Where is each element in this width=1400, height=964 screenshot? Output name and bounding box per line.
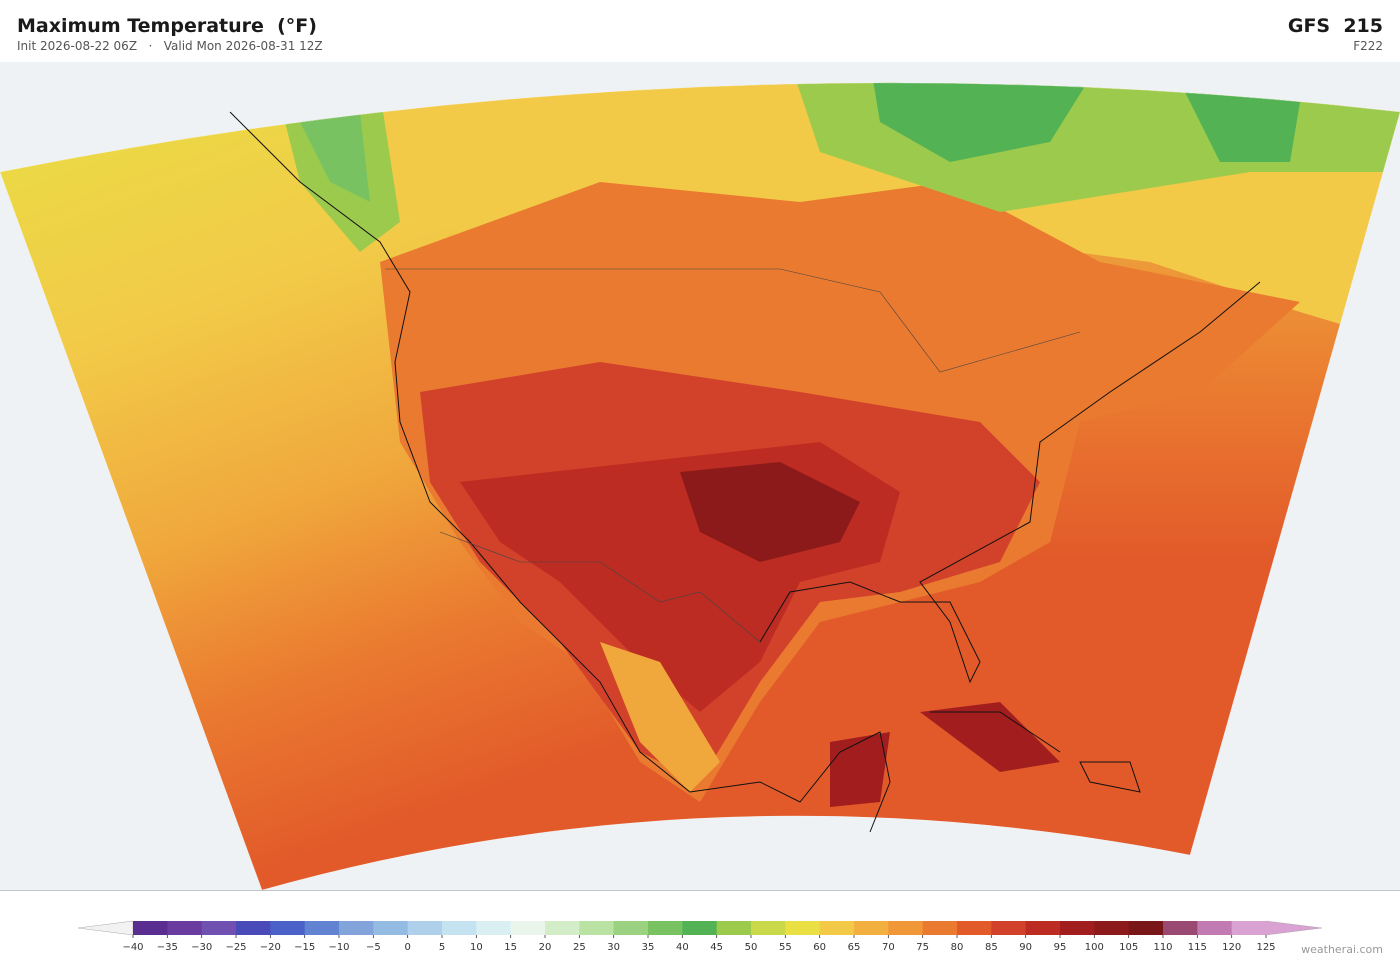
colorbar-bin [545, 921, 580, 935]
colorbar-bin [167, 921, 203, 935]
colorbar-bin [579, 921, 615, 935]
colorbar-tick-label: 95 [1054, 942, 1067, 953]
colorbar-tick-label: 40 [676, 942, 689, 953]
colorbar-tick-label: 15 [504, 942, 517, 953]
colorbar-tick-label: 10 [470, 942, 483, 953]
colorbar-tick-label: 125 [1256, 942, 1275, 953]
colorbar-bin [1025, 921, 1061, 935]
colorbar-tick-label: 115 [1188, 942, 1207, 953]
colorbar-bin [991, 921, 1027, 935]
colorbar-tick-label: −40 [122, 942, 143, 953]
colorbar-bin [751, 921, 786, 935]
coastline [229, 111, 1261, 833]
colorbar-bin [373, 921, 409, 935]
colorbar-bin [957, 921, 992, 935]
colorbar-bin [648, 921, 683, 935]
colorbar-tick-label: −35 [157, 942, 178, 953]
colorbar-tick-label: 105 [1119, 942, 1138, 953]
colorbar-bin [270, 921, 306, 935]
colorbar: −40 −35 −30 −25 −20 −15 −10 −5 0 5 10 15 20 25 30 35 40 4… [0, 890, 1400, 956]
colorbar-bin [1231, 921, 1267, 935]
colorbar-tick-label: 120 [1222, 942, 1241, 953]
colorbar-bin [1094, 921, 1130, 935]
map [0, 62, 1400, 890]
colorbar-bin [476, 921, 512, 935]
colorbar-tick-label: 80 [951, 942, 964, 953]
colorbar-tick-label: 90 [1019, 942, 1032, 953]
colorbar-bin [819, 921, 855, 935]
colorbar-tick-label: 25 [573, 942, 586, 953]
temperature-field [0, 82, 1400, 890]
colorbar-tick-label: −10 [328, 942, 349, 953]
colorbar-bin [339, 921, 374, 935]
colorbar-bin [613, 921, 649, 935]
forecast-hour: F222 [1353, 39, 1383, 53]
model: GFS 215 [1287, 15, 1383, 37]
colorbar-tick-label: 85 [985, 942, 998, 953]
colorbar-tick-label: 70 [882, 942, 895, 953]
colorbar-bin [133, 921, 168, 935]
colorbar-tick-label: 50 [745, 942, 758, 953]
colorbar-tick-label: −25 [225, 942, 246, 953]
colorbar-tick-label: 30 [607, 942, 620, 953]
colorbar-tick-label: 45 [710, 942, 723, 953]
colorbar-bin [682, 921, 718, 935]
colorbar-bin [304, 921, 340, 935]
colorbar-bin [854, 921, 889, 935]
colorbar-tick-label: 20 [539, 942, 552, 953]
colorbar-tick-label: 35 [642, 942, 655, 953]
colorbar-tick-label: 65 [848, 942, 861, 953]
watermark: weatherai.com [1301, 943, 1383, 956]
colorbar-tick-label: 0 [404, 942, 410, 953]
colorbar-bin [888, 921, 924, 935]
colorbar-bin [1197, 921, 1233, 935]
colorbar-tick-label: 60 [813, 942, 826, 953]
colorbar-bin [510, 921, 546, 935]
colorbar-bin [1163, 921, 1198, 935]
colorbar-tick-label: 75 [916, 942, 929, 953]
colorbar-bin [236, 921, 271, 935]
colorbar-bin [922, 921, 958, 935]
borders [385, 268, 1081, 643]
colorbar-tick-label: 5 [439, 942, 445, 953]
colorbar-tick-label: −15 [294, 942, 315, 953]
colorbar-bin [201, 921, 237, 935]
colorbar-tick-label: −20 [260, 942, 281, 953]
colorbar-over [1265, 920, 1323, 936]
colorbar-tick-label: 110 [1153, 942, 1172, 953]
colorbar-under [77, 920, 134, 936]
colorbar-tick-label: 55 [779, 942, 792, 953]
colorbar-tick-label: −30 [191, 942, 212, 953]
colorbar-bin [407, 921, 443, 935]
title: Maximum Temperature (°F) [17, 15, 317, 37]
colorbar-bin [442, 921, 477, 935]
colorbar-tick-label: −5 [366, 942, 381, 953]
colorbar-bin [785, 921, 821, 935]
colorbar-bin [1060, 921, 1095, 935]
colorbar-bin [716, 921, 752, 935]
subtitle: Init 2026-08-22 06Z · Valid Mon 2026-08-… [17, 39, 323, 53]
colorbar-tick-label: 100 [1085, 942, 1104, 953]
colorbar-bin [1128, 921, 1164, 935]
